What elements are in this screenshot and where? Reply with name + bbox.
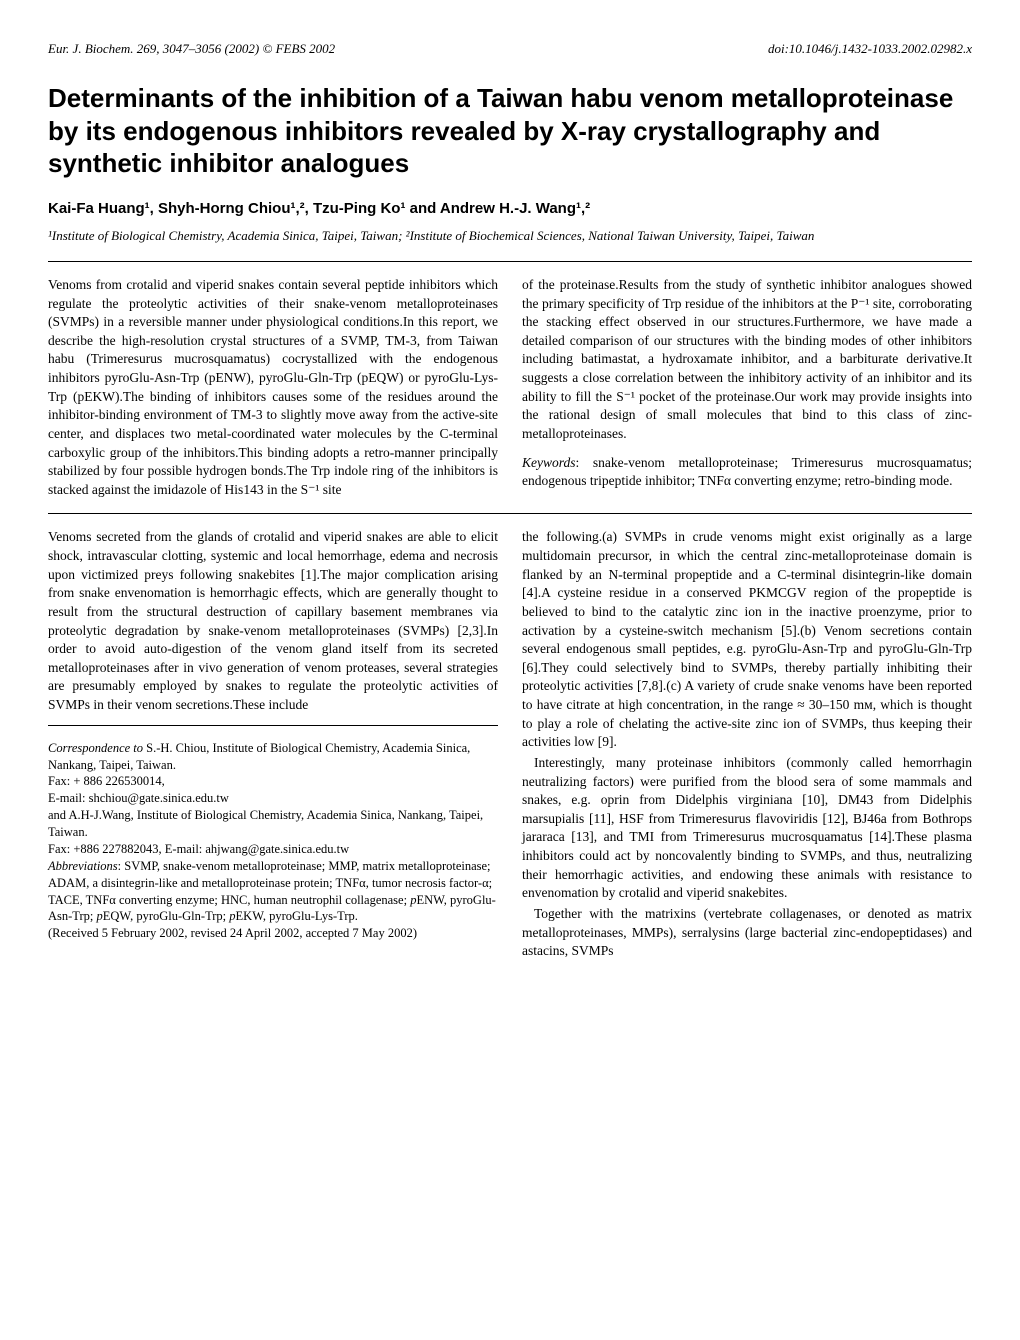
body-right-p3: Together with the matrixins (vertebrate … [522, 905, 972, 961]
authors: Kai-Fa Huang¹, Shyh-Horng Chiou¹,², Tzu-… [48, 198, 972, 219]
page-header: Eur. J. Biochem. 269, 3047–3056 (2002) ©… [48, 40, 972, 58]
footnote-block: Correspondence to S.-H. Chiou, Institute… [48, 740, 498, 943]
footnote-email1: E-mail: shchiou@gate.sinica.edu.tw [48, 790, 498, 807]
footnote-fax1: Fax: + 886 226530014, [48, 773, 498, 790]
abstract-left-column: Venoms from crotalid and viperid snakes … [48, 276, 498, 500]
abstract-left-text: Venoms from crotalid and viperid snakes … [48, 276, 498, 500]
footnote-received: (Received 5 February 2002, revised 24 Ap… [48, 925, 498, 942]
keywords-line: Keywords: snake-venom metalloproteinase;… [522, 454, 972, 491]
footnote-divider [48, 725, 498, 726]
doi: doi:10.1046/j.1432-1033.2002.02982.x [768, 40, 972, 58]
body-right-p1: the following.(a) SVMPs in crude venoms … [522, 528, 972, 752]
abstract-right-column: of the proteinase.Results from the study… [522, 276, 972, 500]
footnote-and: and A.H-J.Wang, Institute of Biological … [48, 807, 498, 841]
body-left-column: Venoms secreted from the glands of crota… [48, 528, 498, 960]
footnote-abbrev: Abbreviations: SVMP, snake-venom metallo… [48, 858, 498, 926]
body-right-column: the following.(a) SVMPs in crude venoms … [522, 528, 972, 960]
body-left-p1: Venoms secreted from the glands of crota… [48, 528, 498, 714]
body-right-p2: Interestingly, many proteinase inhibitor… [522, 754, 972, 903]
body-section: Venoms secreted from the glands of crota… [48, 528, 972, 960]
article-title: Determinants of the inhibition of a Taiw… [48, 82, 972, 180]
abstract-right-text: of the proteinase.Results from the study… [522, 276, 972, 444]
footnote-fax2: Fax: +886 227882043, E-mail: ahjwang@gat… [48, 841, 498, 858]
affiliations: ¹Institute of Biological Chemistry, Acad… [48, 227, 972, 245]
keywords-text: : snake-venom metalloproteinase; Trimere… [522, 455, 972, 489]
divider-top [48, 261, 972, 262]
journal-citation: Eur. J. Biochem. 269, 3047–3056 (2002) ©… [48, 40, 335, 58]
keywords-label: Keywords [522, 455, 576, 470]
abstract-section: Venoms from crotalid and viperid snakes … [48, 276, 972, 500]
footnote-correspondence: Correspondence to S.-H. Chiou, Institute… [48, 740, 498, 774]
divider-bottom [48, 513, 972, 514]
